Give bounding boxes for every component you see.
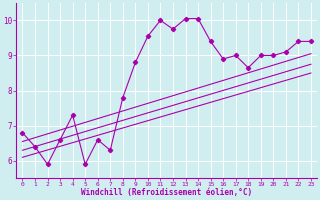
X-axis label: Windchill (Refroidissement éolien,°C): Windchill (Refroidissement éolien,°C) [81, 188, 252, 197]
